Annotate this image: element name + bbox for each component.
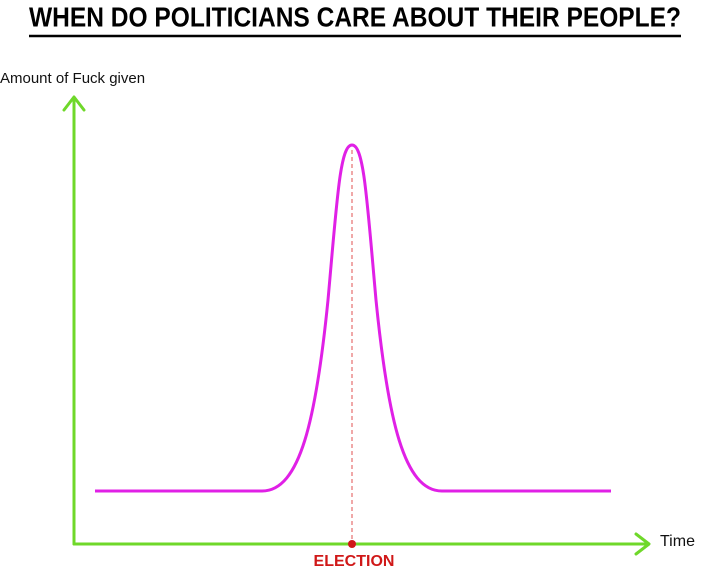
y-axis-arrow	[62, 95, 86, 112]
election-dot	[348, 540, 356, 548]
x-axis-label: Time	[660, 533, 695, 550]
x-axis-arrow	[634, 532, 651, 556]
axes	[62, 95, 651, 556]
election-label: ELECTION	[314, 553, 395, 570]
y-axis-label: Amount of Fuck given	[0, 70, 145, 87]
chart-title: WHEN DO POLITICIANS CARE ABOUT THEIR PEO…	[29, 1, 681, 32]
care-curve	[95, 143, 611, 493]
